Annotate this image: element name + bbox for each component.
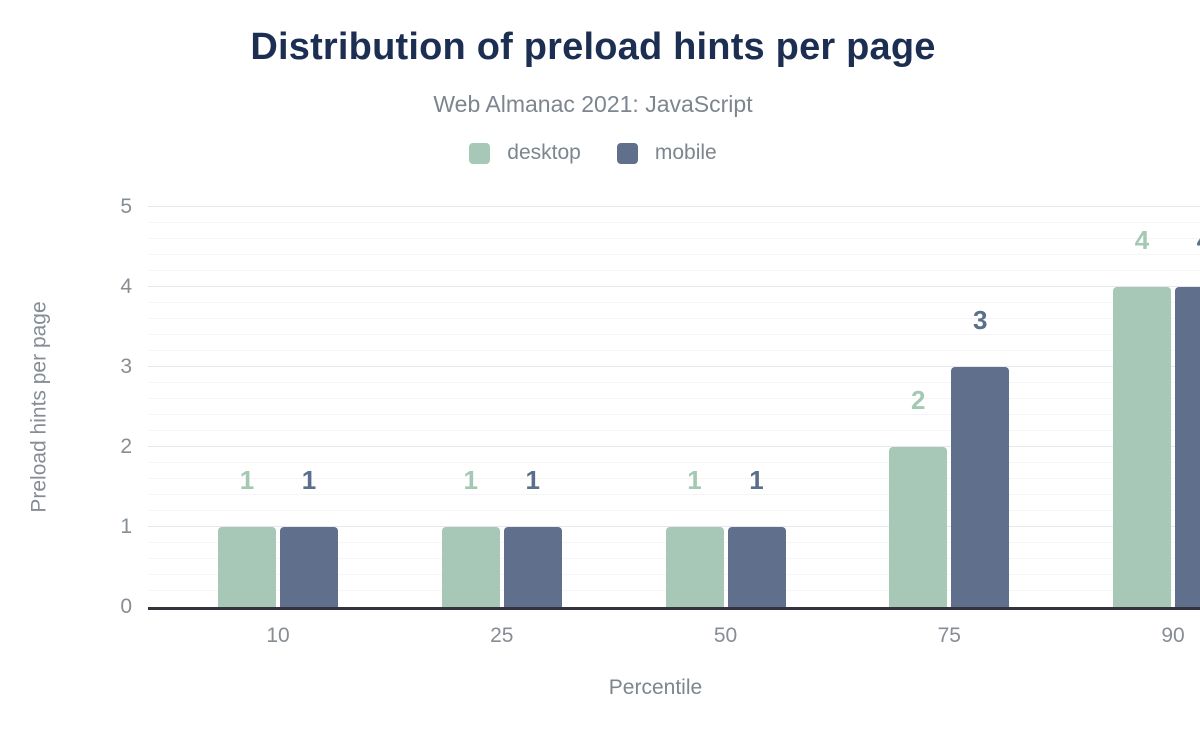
bar-mobile-p50: 1 <box>727 467 786 607</box>
bar-group-90: 4 4 90 <box>1113 207 1200 647</box>
bar-group-10: 1 1 10 <box>218 207 338 647</box>
gridline-minor <box>148 430 1200 431</box>
plot-area: 1 1 10 1 1 25 1 1 50 2 3 75 4 4 90 <box>148 206 1200 647</box>
bar-desktop-p50: 1 <box>665 467 724 607</box>
bar-mobile-p90: 4 <box>1175 227 1200 607</box>
gridline-minor <box>148 382 1200 383</box>
y-axis-ticks: 0 1 2 3 4 5 <box>0 196 140 618</box>
legend-item-mobile: mobile <box>616 141 717 165</box>
bar-mobile-p10: 1 <box>280 467 338 607</box>
gridline-minor <box>148 238 1200 239</box>
x-tick-label-90: 90 <box>1161 624 1185 647</box>
gridline-major <box>148 446 1200 447</box>
bar-desktop-p10: 1 <box>218 467 276 607</box>
x-axis-title: Percentile <box>608 676 703 699</box>
legend-label-desktop: desktop <box>507 141 581 164</box>
bar-group-25: 1 1 25 <box>441 207 562 647</box>
gridline-minor <box>148 254 1200 255</box>
bar-value-label-mobile-p90: 4 <box>1197 227 1200 253</box>
gridline-minor <box>148 510 1200 511</box>
gridline-minor <box>148 334 1200 335</box>
y-tick-label: 0 <box>120 595 132 618</box>
bar-mobile-p25: 1 <box>503 467 562 607</box>
y-tick-label: 1 <box>120 515 132 538</box>
bar-desktop-p25: 1 <box>441 467 500 607</box>
bar-value-label-mobile-p10: 1 <box>301 465 317 495</box>
bar-value-label-mobile-p75: 3 <box>973 305 988 335</box>
bar-value-label-desktop-p50: 1 <box>687 465 702 495</box>
legend-swatch-desktop <box>469 142 491 164</box>
gridline-minor <box>148 270 1200 271</box>
bar-value-label-desktop-p75: 2 <box>911 385 926 415</box>
y-tick-label: 4 <box>120 275 132 298</box>
gridline-minor <box>148 494 1200 495</box>
chart-legend: desktop mobile <box>0 141 1186 165</box>
gridline-minor <box>148 318 1200 319</box>
chart-subtitle: Web Almanac 2021: JavaScript <box>433 91 753 117</box>
bar-mobile-p75: 3 <box>951 307 1010 607</box>
gridline-minor <box>148 222 1200 223</box>
bar-group-50: 1 1 50 <box>665 207 786 647</box>
gridline-minor <box>148 350 1200 351</box>
x-tick-label-50: 50 <box>713 624 738 647</box>
x-tick-label-75: 75 <box>937 624 961 647</box>
y-tick-label: 2 <box>120 435 132 458</box>
bar-value-label-mobile-p50: 1 <box>749 465 764 495</box>
legend-swatch-mobile <box>616 142 638 164</box>
chart-title: Distribution of preload hints per page <box>250 26 936 68</box>
gridline-major <box>148 366 1200 367</box>
bar-value-label-desktop-p90: 4 <box>1134 225 1150 255</box>
bar-desktop-p90: 4 <box>1113 227 1171 607</box>
x-tick-label-25: 25 <box>490 624 514 647</box>
y-tick-label: 5 <box>120 195 132 218</box>
bar-desktop-p75: 2 <box>889 387 948 607</box>
gridline-minor <box>148 398 1200 399</box>
bar-value-label-desktop-p25: 1 <box>463 465 478 495</box>
x-tick-label-10: 10 <box>266 624 290 647</box>
legend-item-desktop: desktop <box>469 141 581 165</box>
gridline-minor <box>148 414 1200 415</box>
gridline-minor <box>148 462 1200 463</box>
bar-value-label-desktop-p10: 1 <box>239 465 255 495</box>
bar-value-label-mobile-p25: 1 <box>525 465 540 495</box>
gridline-major <box>148 526 1200 527</box>
gridline-minor <box>148 478 1200 479</box>
gridline-major <box>148 286 1200 287</box>
gridline-major <box>148 206 1200 207</box>
y-tick-label: 3 <box>120 355 132 378</box>
gridline-minor <box>148 302 1200 303</box>
bar-group-75: 2 3 75 <box>889 207 1010 647</box>
legend-label-mobile: mobile <box>654 141 717 164</box>
